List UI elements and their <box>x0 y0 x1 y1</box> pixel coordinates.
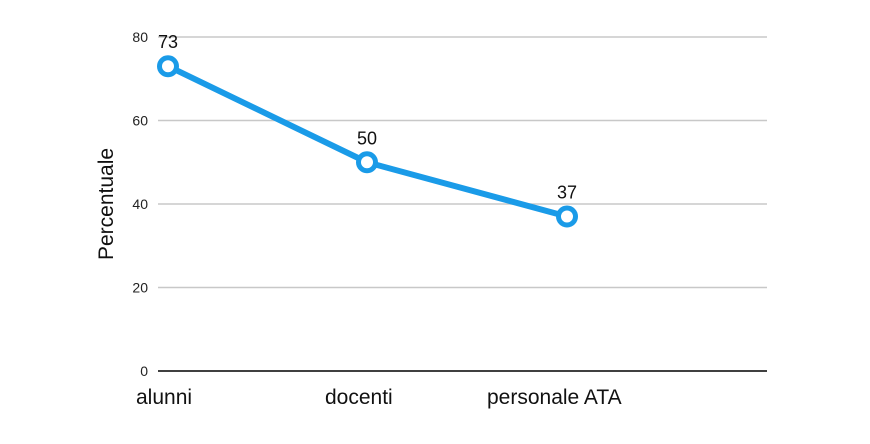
gridlines <box>158 36 767 289</box>
data-label: 73 <box>158 32 178 52</box>
data-point <box>556 205 578 228</box>
x-category-labels: alunni docenti personale ATA <box>136 386 622 409</box>
data-label: 37 <box>557 183 577 203</box>
series-group: 73 50 37 <box>157 32 578 228</box>
y-axis-title: Percentuale <box>95 148 118 260</box>
y-tick-labels: 0 20 40 60 80 <box>132 29 148 379</box>
x-category-label: docenti <box>325 386 393 409</box>
data-point <box>356 151 378 174</box>
y-tick-label: 60 <box>132 113 148 129</box>
data-point <box>157 55 179 78</box>
y-tick-label: 80 <box>132 29 148 45</box>
x-category-label: personale ATA <box>487 386 622 409</box>
data-label: 50 <box>357 128 377 148</box>
x-category-label: alunni <box>136 386 192 409</box>
y-tick-label: 20 <box>132 280 148 296</box>
y-tick-label: 40 <box>132 196 148 212</box>
y-tick-label: 0 <box>140 363 148 379</box>
